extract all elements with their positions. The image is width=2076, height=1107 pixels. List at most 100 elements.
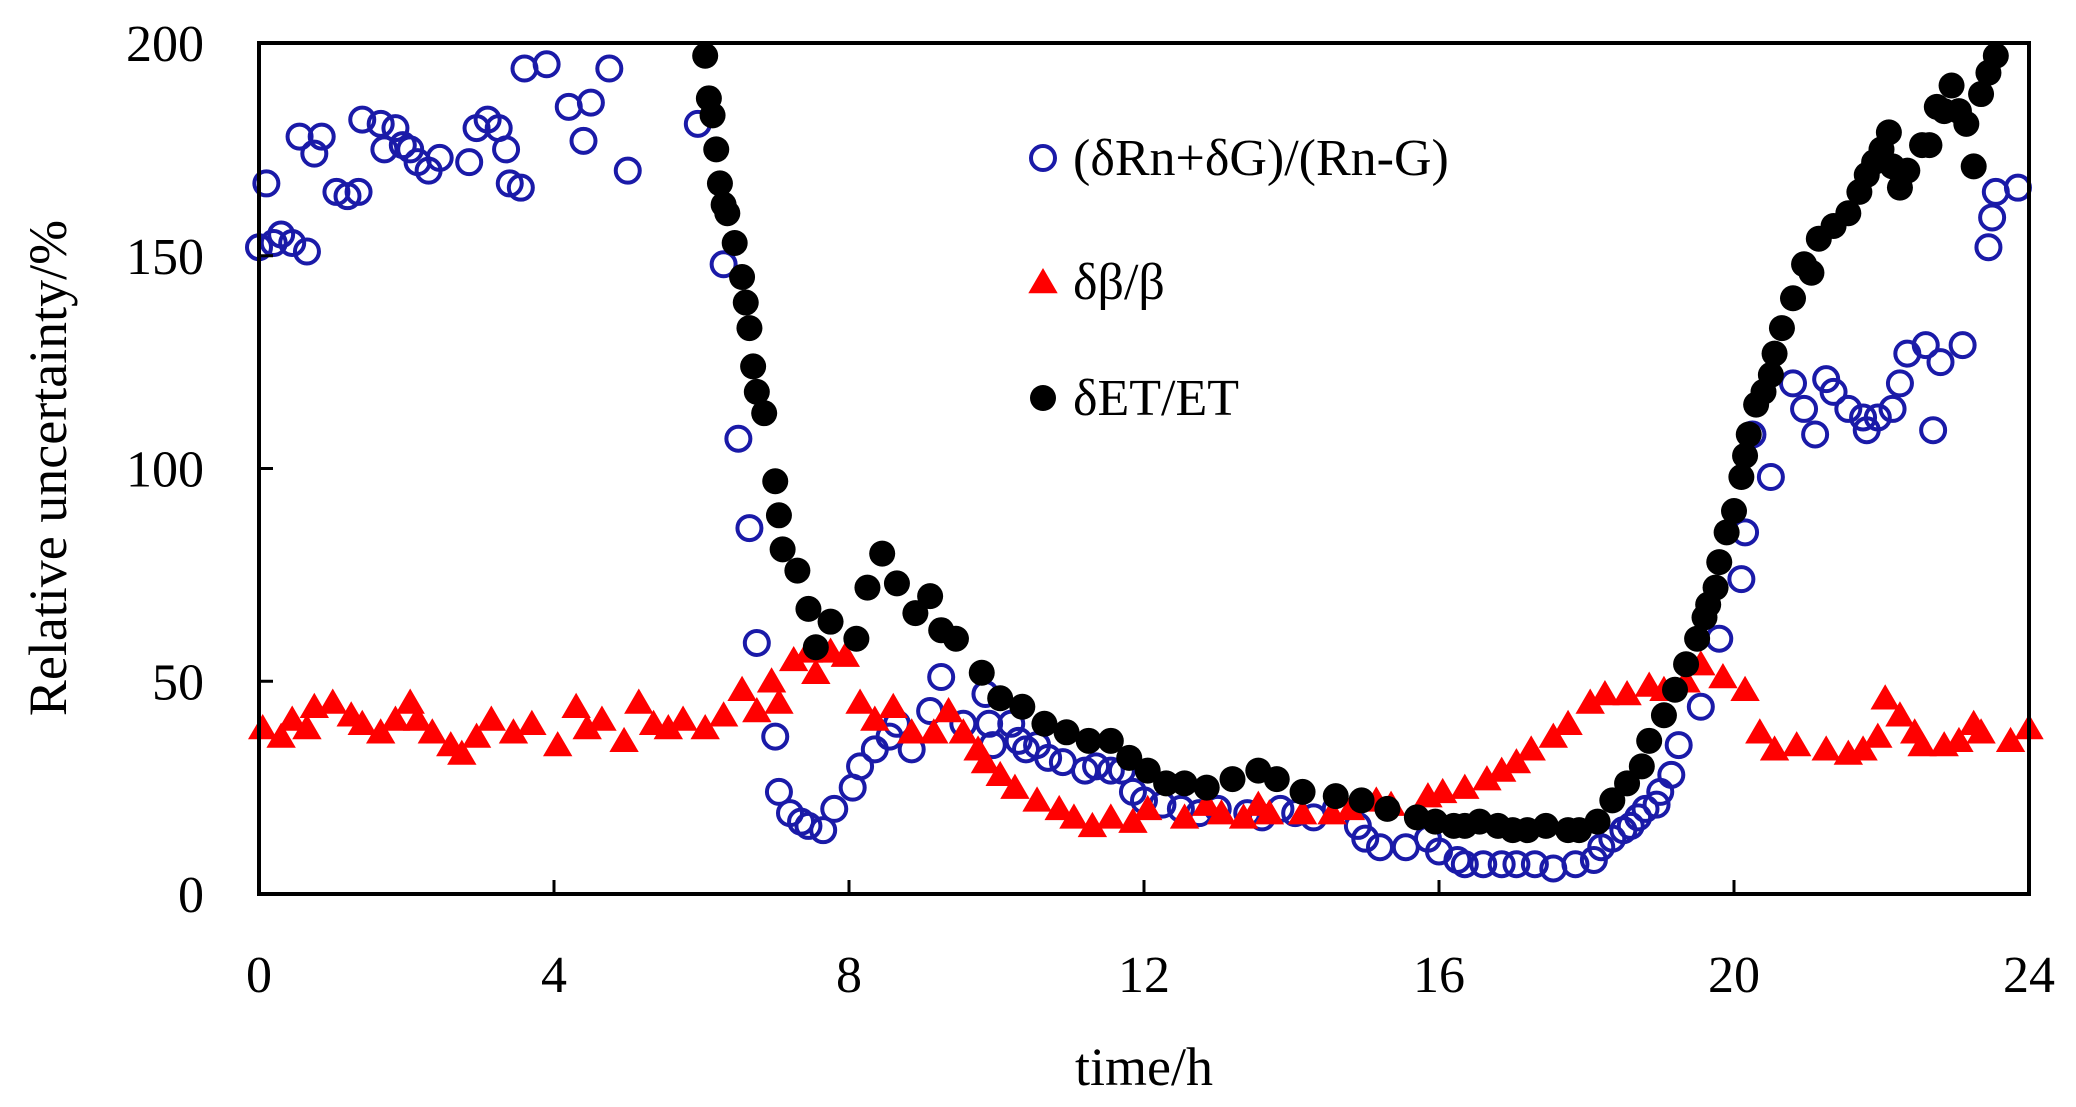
- data-point: [1191, 790, 1222, 816]
- data-point: [365, 718, 396, 744]
- data-point: [1811, 735, 1841, 761]
- data-point: [1757, 361, 1784, 388]
- series-3: [692, 42, 2009, 844]
- data-point: [1022, 786, 1052, 812]
- data-point: [1885, 701, 1915, 727]
- data-point: [699, 102, 726, 129]
- data-point: [1553, 709, 1583, 735]
- data-point: [542, 731, 573, 757]
- data-point: [1575, 688, 1605, 714]
- data-point: [769, 536, 796, 563]
- data-point: [1863, 403, 1892, 432]
- data-point: [919, 718, 949, 744]
- data-point: [1819, 377, 1848, 406]
- data-point: [968, 659, 995, 686]
- data-point: [1612, 680, 1642, 706]
- data-point: [1662, 676, 1688, 703]
- data-point: [1287, 799, 1318, 825]
- data-point: [1516, 735, 1546, 761]
- data-point: [764, 688, 794, 714]
- data-point: [1561, 850, 1590, 879]
- data-point: [1745, 718, 1775, 744]
- data-point: [736, 315, 763, 342]
- data-point: [1911, 331, 1940, 360]
- data-point: [587, 705, 617, 731]
- data-point: [1664, 731, 1693, 760]
- data-point: [1944, 726, 1974, 753]
- legend-marker: [1029, 144, 1057, 172]
- data-point: [817, 608, 844, 635]
- x-tick-label: 0: [246, 947, 272, 1004]
- data-point: [732, 289, 759, 316]
- data-point: [1968, 81, 1995, 108]
- data-point: [1790, 394, 1819, 423]
- data-point: [809, 816, 838, 845]
- data-point: [476, 705, 507, 731]
- x-axis-title: time/h: [1075, 1037, 1213, 1097]
- data-point: [1848, 735, 1878, 761]
- data-point: [1781, 731, 1812, 757]
- data-point: [609, 726, 639, 753]
- data-point: [1894, 157, 1921, 184]
- data-point: [1713, 519, 1740, 546]
- data-point: [1907, 731, 1937, 757]
- data-point: [1614, 770, 1641, 797]
- data-point: [1982, 42, 2009, 69]
- data-point: [1469, 850, 1498, 879]
- data-point: [1096, 756, 1125, 785]
- data-point: [795, 595, 822, 622]
- data-point: [318, 688, 348, 714]
- data-point: [1487, 850, 1516, 879]
- data-point: [1953, 110, 1980, 137]
- data-point: [461, 722, 492, 748]
- x-tick-label: 12: [1118, 947, 1170, 1004]
- data-point: [425, 143, 454, 172]
- data-point: [854, 574, 881, 601]
- data-point: [1520, 850, 1549, 879]
- data-point: [1657, 760, 1686, 789]
- data-point: [1501, 748, 1532, 774]
- data-point: [1642, 790, 1671, 819]
- data-point: [1374, 795, 1401, 822]
- data-point: [344, 177, 373, 206]
- data-point: [1650, 702, 1677, 729]
- data-point: [1289, 778, 1316, 805]
- data-point: [1219, 766, 1246, 793]
- x-tick-label: 8: [836, 947, 862, 1004]
- axis-ticks: 0 4 8 12 16 20 24 0 50 100 150 200: [126, 16, 2055, 1004]
- y-tick-label: 200: [126, 16, 204, 73]
- data-point: [1009, 693, 1036, 720]
- data-point: [1206, 799, 1237, 825]
- x-tick-label: 20: [1708, 947, 1760, 1004]
- data-point: [1132, 794, 1163, 821]
- data-point: [1727, 565, 1756, 594]
- legend-marker: [1030, 385, 1056, 411]
- y-axis-title: Relative uncertainty/%: [18, 220, 78, 716]
- data-point: [292, 237, 321, 266]
- data-point: [933, 697, 964, 723]
- data-point: [492, 135, 521, 164]
- data-point: [1616, 811, 1645, 840]
- data-point: [703, 136, 730, 163]
- data-point: [1798, 259, 1825, 286]
- data-point: [1732, 442, 1759, 469]
- data-point: [1768, 315, 1795, 342]
- data-point: [595, 54, 624, 83]
- data-point: [1486, 756, 1517, 782]
- data-point: [1761, 340, 1788, 367]
- data-point: [708, 701, 739, 727]
- data-point: [765, 502, 792, 529]
- data-point: [820, 794, 849, 823]
- data-point: [1053, 719, 1080, 746]
- y-tick-label: 100: [126, 442, 204, 499]
- data-point: [1351, 824, 1380, 853]
- data-point: [247, 714, 278, 740]
- data-point: [1450, 850, 1479, 879]
- data-point: [1193, 774, 1220, 801]
- data-point: [1171, 770, 1198, 797]
- data-point: [300, 139, 329, 168]
- data-point: [1472, 765, 1502, 791]
- data-point: [1254, 799, 1285, 825]
- data-point: [1153, 770, 1180, 797]
